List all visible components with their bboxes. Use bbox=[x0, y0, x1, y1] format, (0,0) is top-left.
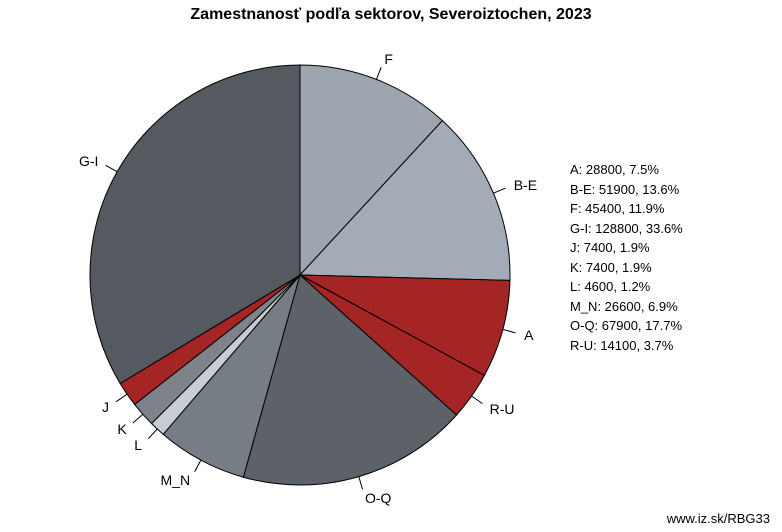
slice-label: J bbox=[102, 399, 109, 415]
slice-label: B-E bbox=[514, 177, 537, 193]
slice-label: A bbox=[524, 327, 533, 343]
legend-item: O-Q: 67900, 17.7% bbox=[570, 316, 683, 336]
legend-item: F: 45400, 11.9% bbox=[570, 199, 683, 219]
legend-item: J: 7400, 1.9% bbox=[570, 238, 683, 258]
source-link: www.iz.sk/RBG33 bbox=[667, 511, 770, 526]
legend-item: L: 4600, 1.2% bbox=[570, 277, 683, 297]
legend-item: M_N: 26600, 6.9% bbox=[570, 297, 683, 317]
legend-item: B-E: 51900, 13.6% bbox=[570, 180, 683, 200]
slice-label: M_N bbox=[161, 472, 191, 488]
legend: A: 28800, 7.5%B-E: 51900, 13.6%F: 45400,… bbox=[570, 160, 683, 355]
slice-label: L bbox=[134, 437, 142, 453]
slice-label: G-I bbox=[79, 153, 98, 169]
slice-label: K bbox=[117, 421, 126, 437]
legend-item: G-I: 128800, 33.6% bbox=[570, 219, 683, 239]
slice-label: F bbox=[384, 51, 393, 67]
legend-item: R-U: 14100, 3.7% bbox=[570, 336, 683, 356]
legend-item: K: 7400, 1.9% bbox=[570, 258, 683, 278]
legend-item: A: 28800, 7.5% bbox=[570, 160, 683, 180]
slice-label: R-U bbox=[490, 401, 515, 417]
slice-label: O-Q bbox=[365, 490, 391, 506]
